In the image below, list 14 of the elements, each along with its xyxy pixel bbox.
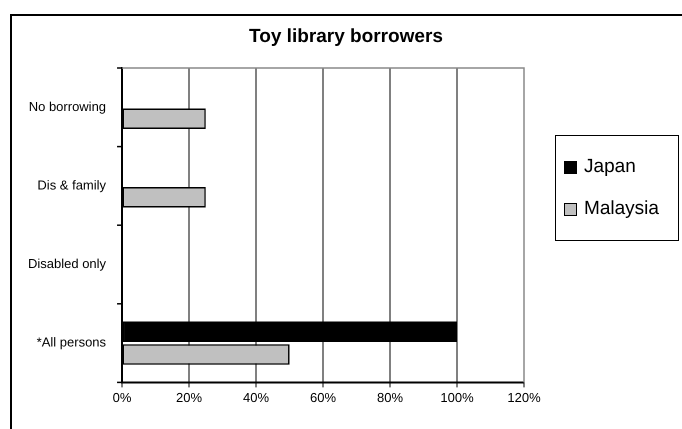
legend-label: Malaysia <box>584 198 659 220</box>
x-tick-label: 100% <box>440 390 474 405</box>
x-tick-label: 20% <box>176 390 202 405</box>
y-tick-label: *All persons <box>36 334 107 350</box>
legend-label: Japan <box>584 156 636 178</box>
y-tick-label: Disabled only <box>28 256 107 272</box>
x-tick-label: 120% <box>507 390 542 405</box>
x-tick-label: 60% <box>310 390 336 405</box>
x-tick-label: 0% <box>112 390 132 405</box>
chart-title: Toy library borrowers <box>248 26 444 48</box>
x-tick-label: 80% <box>377 390 404 405</box>
x-tick-label: 40% <box>243 390 270 405</box>
y-tick-label: Dis & family <box>37 177 107 192</box>
y-tick-label: No borrowing <box>28 98 106 114</box>
